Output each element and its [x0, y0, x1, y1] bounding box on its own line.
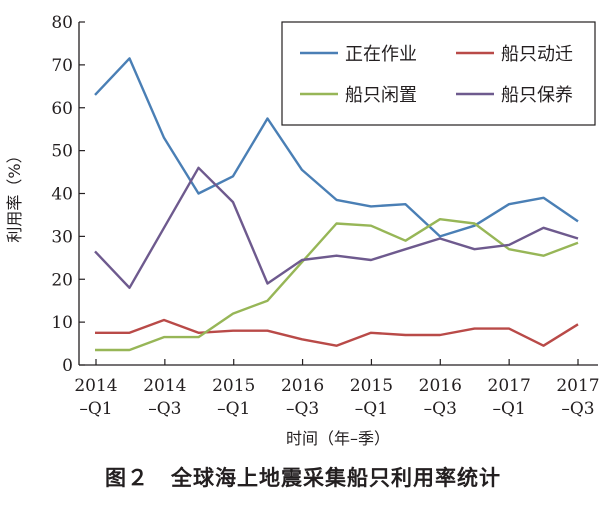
legend-label-maintenance: 船只保养	[501, 85, 573, 106]
x-tick-label-quarter: –Q1	[79, 399, 112, 419]
series-line-working	[94, 57, 579, 238]
x-tick-label-year: 2014	[143, 376, 186, 396]
y-tick-label: 20	[51, 270, 73, 290]
x-tick-label-year: 2017	[556, 376, 599, 396]
legend: 正在作业 船只动迁 船只闲置 船只保养	[281, 21, 596, 126]
legend-label-working: 正在作业	[345, 44, 417, 65]
x-tick-label-quarter: –Q1	[355, 399, 388, 419]
legend-box	[281, 21, 596, 126]
y-tick-label: 60	[51, 99, 73, 119]
x-tick-label-year: 2016	[419, 376, 462, 396]
y-axis-label: 利用率（%）	[5, 147, 24, 242]
y-tick-label: 10	[51, 313, 73, 333]
x-tick-label-quarter: –Q3	[424, 399, 457, 419]
y-tick-label: 50	[51, 142, 73, 162]
x-tick-label-quarter: –Q1	[493, 399, 526, 419]
x-tick-label-year: 2017	[488, 376, 531, 396]
series-line-idle	[95, 217, 579, 352]
series-line-relocation	[95, 318, 579, 347]
x-tick-label-year: 2015	[350, 376, 393, 396]
x-tick-label-quarter: –Q3	[561, 399, 594, 419]
y-tick-label: 0	[62, 356, 73, 376]
series-line-maintenance	[94, 166, 579, 289]
legend-label-idle: 船只闲置	[345, 85, 417, 106]
legend-label-relocation: 船只动迁	[501, 44, 573, 65]
y-tick-label: 40	[51, 185, 73, 205]
x-tick-label-quarter: –Q1	[217, 399, 250, 419]
x-tick-label-year: 2016	[281, 376, 324, 396]
x-tick-label-quarter: –Q3	[286, 399, 319, 419]
x-axis-label: 时间（年–季）	[286, 429, 390, 448]
x-tick-label-year: 2015	[212, 376, 255, 396]
y-tick-label: 30	[51, 227, 73, 247]
y-tick-label: 80	[51, 13, 73, 33]
y-tick-label: 70	[51, 56, 73, 76]
y-ticks: 0 10 20 30 40 50 60 70 80	[51, 13, 85, 376]
x-tick-label-year: 2014	[74, 376, 117, 396]
figure-caption: 图２ 全球海上地震采集船只利用率统计	[105, 466, 501, 490]
x-tick-label-quarter: –Q3	[148, 399, 181, 419]
series-lines	[94, 57, 579, 352]
x-ticks: 2014 –Q1 2014 –Q3 2015 –Q1 2016 –Q3 2015 –Q1 2016 –…	[74, 359, 600, 419]
